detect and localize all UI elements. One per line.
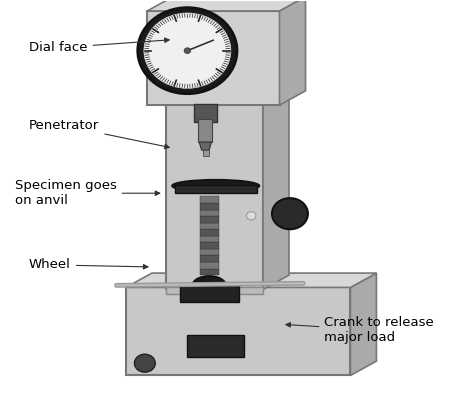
Bar <box>200 236 219 242</box>
Circle shape <box>138 8 237 94</box>
Polygon shape <box>350 273 376 376</box>
Text: Crank to release
major load: Crank to release major load <box>286 316 434 344</box>
Polygon shape <box>263 46 289 289</box>
Bar <box>200 229 219 236</box>
Bar <box>198 120 212 142</box>
Text: Dial face: Dial face <box>29 38 169 54</box>
Bar <box>200 249 219 256</box>
Circle shape <box>246 212 256 220</box>
Circle shape <box>144 13 231 88</box>
Text: Specimen goes
on anvil: Specimen goes on anvil <box>15 179 160 207</box>
Bar <box>200 242 219 249</box>
Bar <box>147 11 280 105</box>
Bar <box>174 185 257 193</box>
Bar <box>200 196 219 203</box>
Bar <box>126 287 350 376</box>
Text: Wheel: Wheel <box>29 259 148 271</box>
Bar <box>187 335 244 357</box>
Bar <box>200 210 219 216</box>
Polygon shape <box>199 142 211 150</box>
Bar <box>194 104 217 122</box>
Bar <box>200 268 219 275</box>
Text: Penetrator: Penetrator <box>29 119 169 149</box>
Bar <box>166 287 263 293</box>
Circle shape <box>135 354 155 372</box>
Bar <box>200 203 219 210</box>
Bar <box>200 256 219 262</box>
Ellipse shape <box>172 180 259 192</box>
Polygon shape <box>126 273 376 287</box>
Polygon shape <box>147 0 306 11</box>
Ellipse shape <box>192 276 226 295</box>
Bar <box>166 60 263 289</box>
Bar <box>200 216 219 223</box>
Bar <box>200 262 219 268</box>
Bar <box>203 150 209 156</box>
Circle shape <box>184 48 191 53</box>
Bar <box>200 223 219 229</box>
Polygon shape <box>280 0 306 105</box>
Bar <box>180 284 239 302</box>
Circle shape <box>272 198 308 229</box>
